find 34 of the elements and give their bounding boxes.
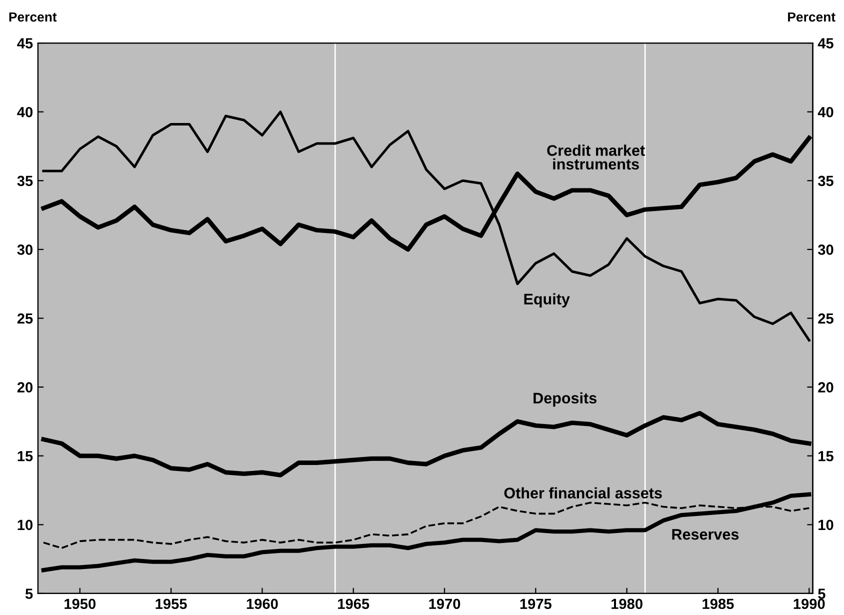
y-axis-title: Percent (9, 12, 57, 22)
x-tick-label: 1955 (156, 598, 187, 610)
series-label: Deposits (534, 392, 596, 407)
y-tick-label: 10 (18, 520, 33, 530)
series-label: Credit market instruments (547, 144, 645, 170)
y-tick-label: 35 (17, 176, 33, 186)
y-tick-label: 30 (17, 244, 33, 255)
x-tick-label: 1980 (612, 598, 642, 610)
y2-axis-title: Percent (788, 12, 836, 22)
y2-tick-label: 10 (818, 520, 834, 530)
x-tick-label: 1965 (338, 598, 370, 610)
y2-tick-label: 35 (818, 176, 834, 186)
x-tick-label: 1970 (429, 598, 460, 610)
y-tick-label: 25 (17, 313, 33, 324)
y-tick-label: 45 (17, 38, 33, 48)
series-label: Other financial assets (504, 487, 662, 498)
y2-tick-label: 30 (818, 244, 834, 255)
y-tick-label: 20 (17, 382, 33, 392)
y2-tick-label: 15 (818, 451, 834, 462)
y-tick-label: 40 (17, 106, 33, 118)
y2-tick-label: 25 (818, 313, 834, 324)
y2-tick-label: 20 (818, 382, 834, 392)
y2-tick-label: 5 (818, 588, 826, 599)
y-tick-label: 5 (25, 588, 33, 599)
x-tick-label: 1960 (246, 598, 278, 610)
x-tick-label: 1985 (702, 598, 734, 610)
series-label: Reserves (672, 529, 739, 540)
x-tick-label: 1950 (64, 598, 96, 610)
x-tick-label: 1990 (794, 598, 825, 610)
y-tick-label: 15 (18, 451, 33, 462)
series-label: Equity (524, 293, 570, 308)
y2-tick-label: 40 (818, 106, 834, 118)
y2-tick-label: 45 (818, 38, 834, 48)
x-tick-label: 1975 (520, 598, 552, 610)
